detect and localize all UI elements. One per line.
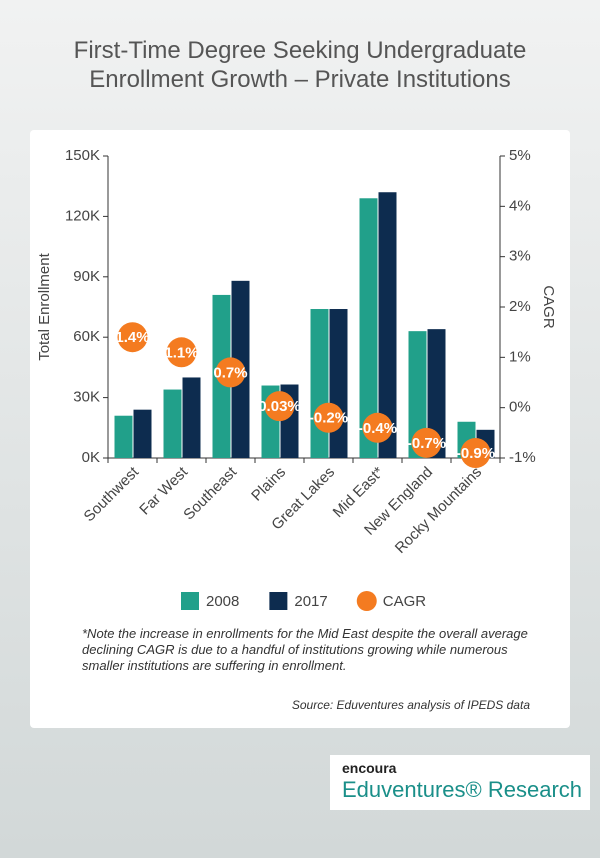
x-tick-label: Southeast [180, 463, 240, 523]
cagr-marker [264, 391, 295, 422]
cagr-marker [215, 357, 246, 388]
data-label: -0.7% [407, 435, 446, 452]
y2-tick-label: 4% [509, 197, 531, 214]
y2-tick-label: 1% [509, 348, 531, 365]
y-tick-label: 60K [73, 328, 100, 345]
data-label: 1.4% [115, 329, 149, 346]
data-label: 1.1% [164, 344, 198, 361]
bar [133, 409, 152, 458]
y-tick-label: 120K [65, 207, 100, 224]
bar [378, 192, 397, 459]
data-label: -0.4% [358, 420, 397, 437]
logo: encoura [342, 760, 397, 776]
note: *Note the increase in enrollments for th… [82, 626, 528, 673]
bar [408, 331, 427, 458]
bar [163, 389, 182, 458]
source: Source: Eduventures analysis of IPEDS da… [291, 698, 530, 712]
bar [114, 415, 133, 458]
cagr-marker [362, 412, 393, 443]
y2-tick-label: -1% [509, 449, 536, 466]
data-label: 0.7% [213, 364, 247, 381]
y-axis-title: Total Enrollment [36, 252, 53, 360]
chart-title: First-Time Degree Seeking Undergraduate … [73, 37, 527, 93]
cagr-marker [117, 322, 148, 353]
bar [359, 198, 378, 458]
y-tick-label: 30K [73, 389, 100, 406]
y2-axis-title: CAGR [540, 285, 557, 329]
y2-tick-label: 5% [509, 147, 531, 164]
legend-swatch [181, 592, 199, 610]
cagr-marker [460, 437, 491, 468]
legend-label: CAGR [383, 593, 427, 610]
x-tick-label: Rocky Mountains [392, 464, 485, 557]
bar [310, 309, 329, 458]
legend-swatch [269, 592, 288, 610]
bar [427, 329, 446, 458]
legend-label: 2008 [206, 593, 239, 610]
bar [182, 377, 201, 458]
cagr-marker [313, 402, 344, 433]
data-label: -0.9% [456, 445, 495, 462]
data-label: -0.2% [309, 410, 348, 427]
y-tick-label: 150K [65, 147, 100, 164]
brand-box: encoura Eduventures® Research [330, 755, 590, 810]
y2-tick-label: 3% [509, 248, 531, 265]
x-tick-label: Plains [248, 464, 289, 505]
x-tick-label: Southwest [81, 463, 143, 525]
y2-tick-label: 0% [509, 399, 531, 416]
y-tick-label: 0K [82, 449, 100, 466]
y-tick-label: 90K [73, 268, 100, 285]
y2-tick-label: 2% [509, 298, 531, 315]
bar [329, 309, 348, 458]
data-label: 0.03% [258, 398, 301, 415]
legend-swatch [356, 591, 377, 611]
legend-label: 2017 [294, 593, 327, 610]
cagr-marker [166, 337, 197, 368]
cagr-marker [411, 427, 442, 458]
brand-name: Eduventures® Research [342, 777, 583, 802]
